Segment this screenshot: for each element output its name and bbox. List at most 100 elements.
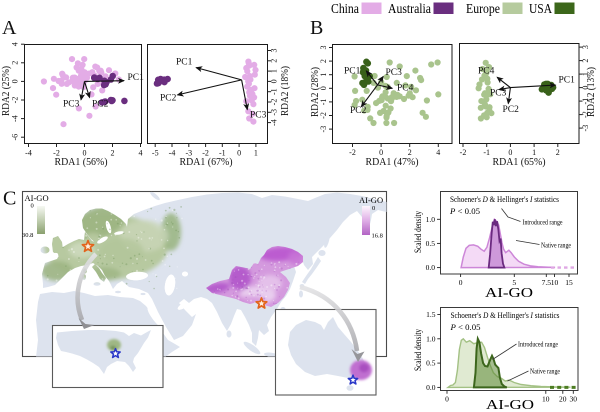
svg-text:RDA2 (13%): RDA2 (13%) bbox=[585, 67, 597, 117]
svg-text:0: 0 bbox=[508, 148, 512, 157]
svg-text:AI-GO: AI-GO bbox=[25, 193, 49, 203]
svg-text:4: 4 bbox=[436, 148, 440, 157]
svg-text:15: 15 bbox=[565, 278, 573, 287]
svg-text:0: 0 bbox=[270, 79, 279, 83]
svg-text:-4: -4 bbox=[11, 115, 20, 122]
svg-text:-4: -4 bbox=[169, 149, 176, 158]
svg-text:-2: -2 bbox=[349, 148, 356, 157]
svg-text:30.8: 30.8 bbox=[22, 232, 33, 239]
svg-text:China: China bbox=[331, 2, 360, 17]
svg-text:2: 2 bbox=[408, 148, 412, 157]
svg-text:RDA1 (65%): RDA1 (65%) bbox=[493, 156, 546, 168]
svg-text:2: 2 bbox=[111, 149, 115, 158]
svg-text:0.0: 0.0 bbox=[426, 263, 436, 272]
svg-text:PC4: PC4 bbox=[478, 67, 495, 77]
svg-text:Australia: Australia bbox=[388, 2, 432, 17]
svg-text:-6: -6 bbox=[11, 134, 20, 141]
svg-text:5: 5 bbox=[512, 278, 516, 287]
svg-text:20: 20 bbox=[559, 395, 567, 404]
svg-text:RDA2 (28%): RDA2 (28%) bbox=[309, 67, 321, 117]
svg-text:-2: -2 bbox=[581, 111, 590, 118]
svg-text:0: 0 bbox=[319, 86, 328, 90]
svg-text:-3: -3 bbox=[319, 126, 328, 133]
svg-text:RDA2 (25%): RDA2 (25%) bbox=[0, 66, 12, 116]
svg-text:-2: -2 bbox=[319, 112, 328, 119]
svg-text:-1: -1 bbox=[219, 149, 226, 158]
svg-text:RDA1 (67%): RDA1 (67%) bbox=[180, 156, 233, 168]
svg-text:Introduced range: Introduced range bbox=[523, 219, 563, 227]
svg-text:-3: -3 bbox=[185, 149, 192, 158]
svg-text:0: 0 bbox=[445, 395, 449, 404]
svg-text:30: 30 bbox=[570, 395, 578, 404]
svg-text:1: 1 bbox=[319, 73, 328, 77]
svg-text:PC3: PC3 bbox=[63, 100, 80, 110]
svg-text:0.5: 0.5 bbox=[426, 239, 436, 248]
svg-text:0: 0 bbox=[11, 79, 20, 83]
svg-text:1.0: 1.0 bbox=[426, 215, 436, 224]
svg-text:USA: USA bbox=[529, 2, 553, 17]
svg-text:10: 10 bbox=[542, 395, 550, 404]
svg-text:1: 1 bbox=[254, 149, 258, 158]
svg-text:C: C bbox=[3, 188, 16, 210]
svg-text:-2: -2 bbox=[53, 149, 60, 158]
svg-text:PC1: PC1 bbox=[344, 67, 361, 77]
svg-text:RDA2 (18%): RDA2 (18%) bbox=[279, 66, 291, 116]
svg-text:B: B bbox=[310, 17, 323, 39]
svg-text:-2: -2 bbox=[270, 99, 279, 106]
svg-text:0.5: 0.5 bbox=[426, 359, 436, 368]
svg-text:0: 0 bbox=[31, 203, 34, 210]
svg-text:1: 1 bbox=[270, 69, 279, 73]
svg-text:3: 3 bbox=[319, 46, 328, 50]
svg-text:PC1: PC1 bbox=[176, 58, 193, 68]
svg-text:-1: -1 bbox=[581, 98, 590, 105]
svg-text:0: 0 bbox=[372, 205, 375, 212]
svg-text:-1: -1 bbox=[483, 148, 490, 157]
svg-text:PC2: PC2 bbox=[350, 106, 367, 116]
svg-text:-4: -4 bbox=[25, 149, 32, 158]
svg-text:2: 2 bbox=[581, 59, 590, 63]
svg-text:PC2: PC2 bbox=[92, 100, 109, 110]
svg-text:P < 0.05: P < 0.05 bbox=[449, 207, 480, 216]
svg-text:PC3: PC3 bbox=[386, 68, 403, 78]
svg-text:Schoener's D & Hellinger's I s: Schoener's D & Hellinger's I statistics bbox=[450, 195, 559, 204]
svg-text:-1: -1 bbox=[319, 99, 328, 106]
svg-text:PC3: PC3 bbox=[490, 89, 507, 99]
svg-text:-1: -1 bbox=[270, 88, 279, 95]
svg-text:PC2: PC2 bbox=[503, 105, 520, 115]
svg-text:-2: -2 bbox=[460, 148, 467, 157]
svg-text:Introduced range: Introduced range bbox=[518, 341, 558, 349]
svg-text:RDA1 (56%): RDA1 (56%) bbox=[55, 156, 108, 168]
svg-text:0: 0 bbox=[581, 86, 590, 90]
svg-text:-4: -4 bbox=[270, 119, 279, 126]
svg-text:2: 2 bbox=[270, 59, 279, 63]
svg-text:AI-GO: AI-GO bbox=[485, 286, 533, 301]
svg-text:4: 4 bbox=[139, 149, 143, 158]
svg-text:Europe: Europe bbox=[466, 2, 500, 17]
svg-text:-3: -3 bbox=[270, 109, 279, 116]
svg-text:1: 1 bbox=[581, 72, 590, 76]
svg-text:Scaled density: Scaled density bbox=[413, 329, 423, 371]
svg-text:Native range: Native range bbox=[541, 242, 571, 250]
svg-text:3: 3 bbox=[270, 49, 279, 53]
svg-text:2: 2 bbox=[556, 148, 560, 157]
svg-text:Native range: Native range bbox=[530, 368, 560, 376]
svg-text:-5: -5 bbox=[152, 149, 159, 158]
svg-text:PC1: PC1 bbox=[128, 73, 145, 83]
svg-text:A: A bbox=[2, 17, 17, 39]
svg-text:PC4: PC4 bbox=[397, 84, 414, 94]
svg-text:RDA1 (47%): RDA1 (47%) bbox=[366, 156, 419, 168]
svg-text:AI-GO: AI-GO bbox=[359, 195, 383, 205]
svg-text:0: 0 bbox=[83, 149, 87, 158]
svg-text:AI-GO: AI-GO bbox=[486, 398, 534, 412]
svg-text:1.0: 1.0 bbox=[426, 334, 436, 343]
svg-text:PC2: PC2 bbox=[160, 94, 177, 104]
svg-text:PC3: PC3 bbox=[250, 111, 267, 121]
svg-text:10: 10 bbox=[551, 278, 559, 287]
svg-text:16.8: 16.8 bbox=[372, 233, 383, 240]
svg-text:7.5: 7.5 bbox=[542, 278, 552, 287]
svg-text:Scaled density: Scaled density bbox=[413, 211, 423, 253]
svg-text:3: 3 bbox=[581, 45, 590, 49]
svg-text:1: 1 bbox=[532, 148, 536, 157]
svg-text:0: 0 bbox=[237, 149, 241, 158]
svg-text:P < 0.05: P < 0.05 bbox=[449, 323, 480, 332]
